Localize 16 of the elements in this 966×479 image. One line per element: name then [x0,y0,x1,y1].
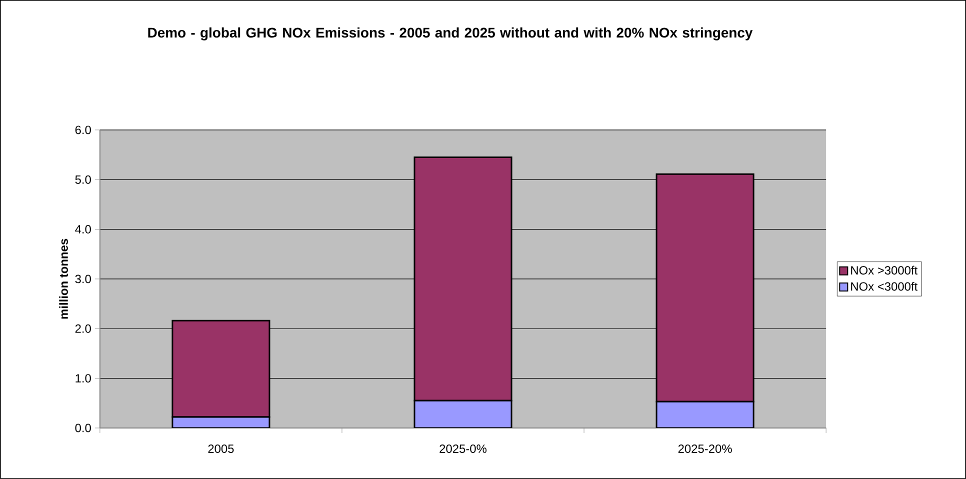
y-tick-label: 4.0 [75,225,91,234]
y-tick-label: 0.0 [75,424,91,432]
y-tick-label: 6.0 [75,126,91,134]
bar [414,400,512,428]
y-tick-label: 1.0 [76,374,91,383]
y-tick-label: 5.0 [75,175,91,184]
x-tick-label: 2005 [208,444,234,454]
chart-title: Demo - global GHG NOx Emissions - 2005 and 2025 without and with 20% NOx stringency [148,27,753,40]
y-tick-label: 2.0 [75,324,91,333]
legend-label: NOx >3000ft [851,266,918,275]
y-tick-label: 3.0 [75,274,91,284]
y-axis-title: million tonnes [59,238,68,319]
x-tick-label: 2025-0% [440,444,486,454]
bar [656,400,754,428]
x-tick-label: 2025-20% [678,444,732,454]
legend-label: NOx <3000ft [851,282,918,291]
